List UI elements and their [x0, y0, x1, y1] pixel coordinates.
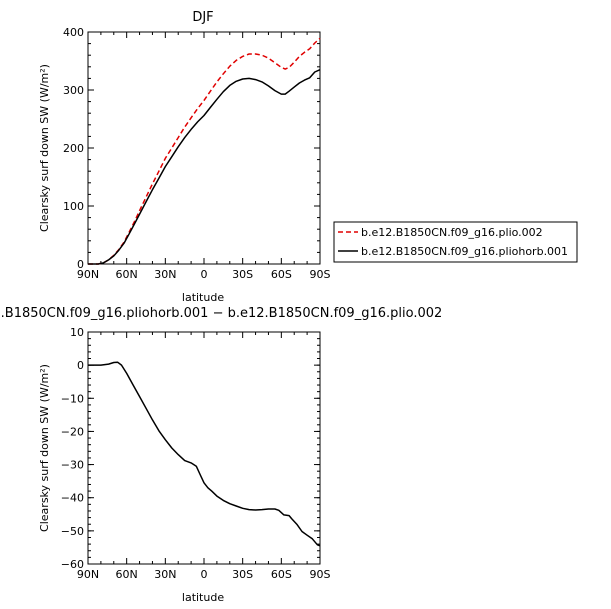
top-chart-title: DJF [192, 10, 213, 25]
x-tick-label: 30N [154, 568, 176, 581]
bottom-chart-title: b.e12.B1850CN.f09_g16.pliohorb.001 − b.e… [0, 306, 442, 321]
x-tick-label: 60N [116, 568, 138, 581]
y-tick-label: 400 [63, 26, 84, 39]
series-line-difference [88, 361, 321, 547]
x-tick-label: 30S [232, 268, 253, 281]
y-tick-label: 0 [77, 258, 84, 271]
bottom-y-axis-title: Clearsky surf down SW (W/m²) [38, 364, 51, 532]
y-tick-label: −50 [61, 525, 84, 538]
top-y-axis-title: Clearsky surf down SW (W/m²) [38, 64, 51, 232]
y-tick-label: 0 [77, 359, 84, 372]
x-tick-label: 90N [77, 568, 99, 581]
x-tick-label: 90N [77, 268, 99, 281]
bottom-axes: 90N 60N 30N 0 30S 60S 90S −60 −50 −40 −30 −20 −10 0 10 [61, 326, 331, 581]
y-tick-label: −60 [61, 558, 84, 571]
top-x-axis-title: latitude [182, 291, 224, 304]
top-axes: 90N 60N 30N 0 30S 60S 90S 0 100 200 300 400 [63, 26, 331, 281]
x-tick-label: 90S [310, 268, 331, 281]
x-tick-label: 60N [116, 268, 138, 281]
bottom-x-axis-title: latitude [182, 591, 224, 604]
legend-box [333, 221, 578, 263]
plot-frame [87, 31, 321, 265]
y-tick-label: −10 [61, 392, 84, 405]
top-panel: DJF 90N 60N 30N 0 30S 60S 90S 0 100 200 300 400 Cle… [38, 10, 331, 304]
x-tick-label: 0 [201, 568, 208, 581]
legend: b.e12.B1850CN.f09_g16.plio.002 b.e12.B18… [333, 221, 578, 263]
top-series-group [88, 37, 321, 265]
x-tick-label: 30S [232, 568, 253, 581]
x-tick-label: 0 [201, 268, 208, 281]
legend-label-pliohorb: b.e12.B1850CN.f09_g16.pliohorb.001 [361, 245, 568, 258]
y-tick-label: −30 [61, 459, 84, 472]
y-tick-label: 300 [63, 84, 84, 97]
y-tick-label: −40 [61, 492, 84, 505]
series-line-plio-002 [88, 37, 321, 265]
y-tick-label: −20 [61, 425, 84, 438]
bottom-panel: b.e12.B1850CN.f09_g16.pliohorb.001 − b.e… [0, 306, 442, 604]
series-line-pliohorb-001 [88, 69, 321, 265]
x-tick-label: 60S [271, 268, 292, 281]
x-tick-label: 30N [154, 268, 176, 281]
x-tick-label: 60S [271, 568, 292, 581]
y-tick-label: 10 [70, 326, 84, 339]
y-tick-label: 200 [63, 142, 84, 155]
y-tick-label: 100 [63, 200, 84, 213]
x-tick-label: 90S [310, 568, 331, 581]
bottom-series-group [88, 361, 321, 547]
legend-label-plio: b.e12.B1850CN.f09_g16.plio.002 [361, 226, 543, 239]
